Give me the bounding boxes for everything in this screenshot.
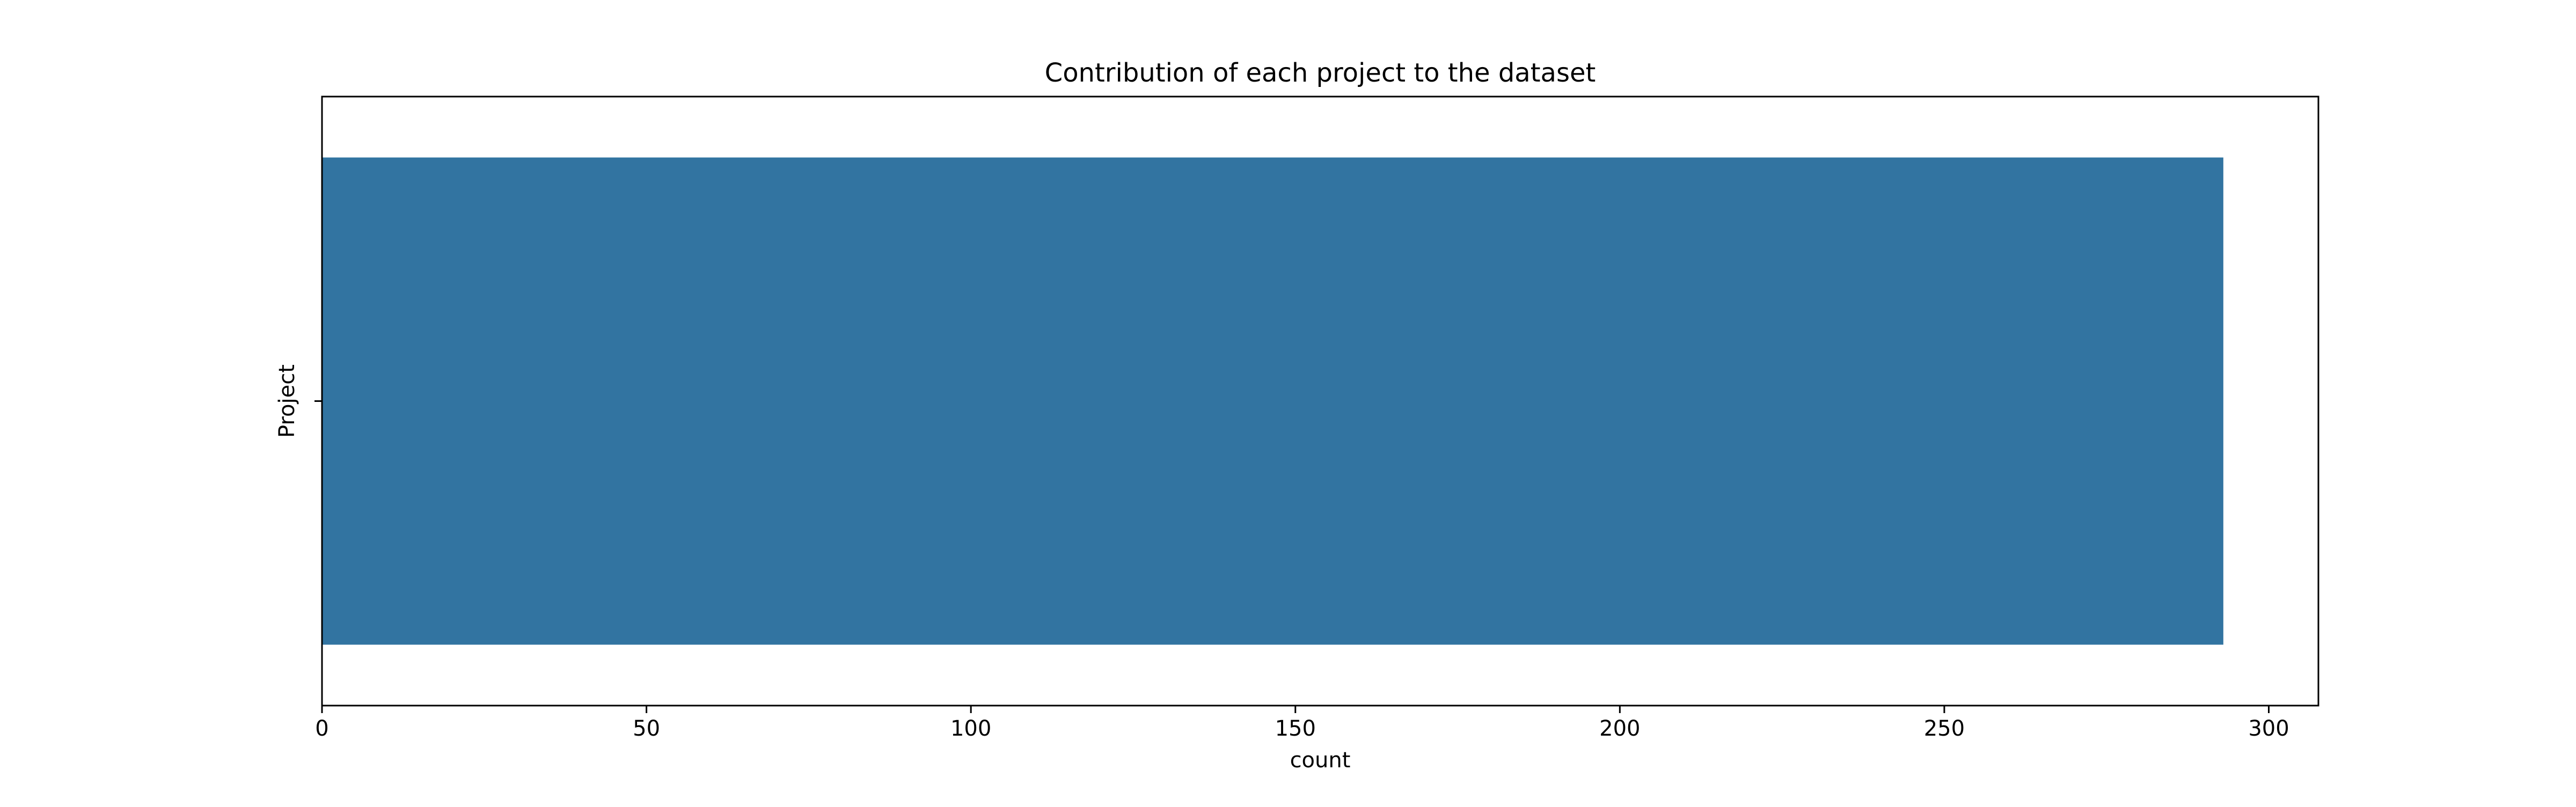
x-ticks-layer: 0 50 100 150 200 250 300	[315, 706, 2289, 741]
x-axis-label: count	[1290, 748, 1351, 773]
x-tick-label: 200	[1599, 716, 1640, 741]
bar	[322, 157, 2223, 645]
x-tick-label: 50	[633, 716, 660, 741]
x-tick-label: 300	[2248, 716, 2289, 741]
chart-title: Contribution of each project to the data…	[1045, 58, 1596, 88]
bars-layer	[322, 157, 2223, 645]
x-tick-label: 0	[315, 716, 328, 741]
x-tick-label: 250	[1924, 716, 1965, 741]
x-tick-label: 100	[950, 716, 991, 741]
x-tick-label: 150	[1275, 716, 1316, 741]
y-axis-label: Project	[275, 364, 299, 438]
